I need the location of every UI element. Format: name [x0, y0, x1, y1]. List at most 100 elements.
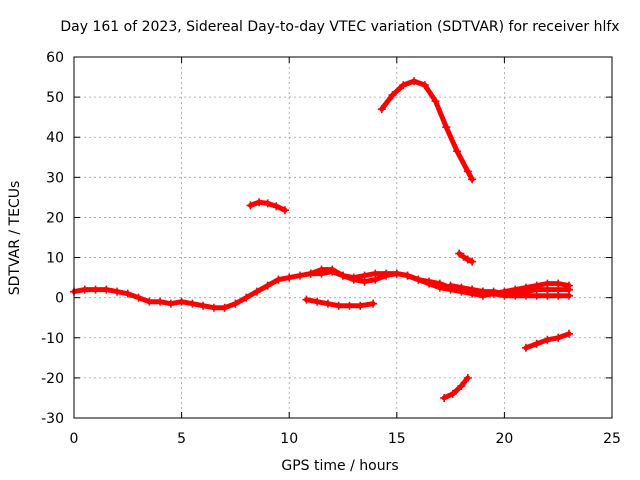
data-point	[442, 123, 451, 132]
data-point	[80, 285, 89, 294]
data-point	[177, 297, 186, 306]
data-point	[468, 257, 477, 266]
data-point	[532, 281, 541, 290]
series-segment-6	[379, 78, 475, 182]
data-point	[220, 303, 229, 312]
data-point	[371, 275, 380, 284]
data-point	[431, 97, 440, 106]
data-point	[459, 252, 468, 261]
series-line	[379, 78, 475, 182]
data-point	[102, 285, 111, 294]
y-tick-label: -10	[41, 331, 64, 347]
data-point	[334, 301, 343, 310]
data-point	[113, 287, 122, 296]
data-point	[478, 287, 487, 296]
data-point	[156, 297, 165, 306]
axis-ticks: 0 5 10 15 20 25 -30 -20 -10 0 10 20 30 40 50 60	[41, 50, 621, 447]
y-tick-label: 60	[46, 50, 64, 66]
data-point	[349, 275, 358, 284]
data-point	[554, 279, 563, 288]
data-point	[317, 265, 326, 274]
data-point	[242, 293, 251, 302]
data-point	[377, 105, 386, 114]
data-point	[323, 299, 332, 308]
data-point	[455, 249, 464, 258]
data-point	[457, 381, 466, 390]
data-point	[123, 289, 132, 298]
series-segment-7	[456, 251, 475, 265]
data-point	[543, 291, 552, 300]
y-tick-label: 50	[46, 90, 64, 106]
data-point	[246, 201, 255, 210]
data-point	[388, 91, 397, 100]
x-tick-label: 20	[495, 431, 513, 447]
data-point	[564, 291, 573, 300]
data-point	[209, 303, 218, 312]
data-point	[306, 269, 315, 278]
data-point	[199, 301, 208, 310]
data-point	[295, 271, 304, 280]
data-point	[532, 339, 541, 348]
data-point	[369, 299, 378, 308]
x-tick-label: 15	[388, 431, 406, 447]
x-tick-label: 0	[70, 431, 79, 447]
data-point	[280, 206, 289, 215]
data-point	[263, 281, 272, 290]
y-axis-title: SDTVAR / TECUs	[7, 181, 23, 296]
grid-lines	[74, 57, 612, 418]
x-axis-title: GPS time / hours	[281, 458, 398, 474]
x-tick-label: 25	[603, 431, 621, 447]
data-point	[435, 283, 444, 292]
data-point	[410, 77, 419, 86]
data-point	[263, 199, 272, 208]
data-point	[448, 389, 457, 398]
data-point	[166, 299, 175, 308]
data-point	[382, 271, 391, 280]
data-point	[453, 147, 462, 156]
series-line	[456, 251, 475, 265]
data-point	[511, 291, 520, 300]
data-point	[463, 255, 472, 264]
data-point	[302, 295, 311, 304]
data-point	[252, 287, 261, 296]
data-point	[554, 333, 563, 342]
y-tick-label: 40	[46, 130, 64, 146]
y-tick-label: -30	[41, 411, 64, 427]
series-segment-8	[441, 375, 471, 401]
data-point	[403, 271, 412, 280]
data-point	[457, 283, 466, 292]
data-point	[134, 293, 143, 302]
data-point	[188, 299, 197, 308]
data-point	[392, 269, 401, 278]
data-point	[468, 285, 477, 294]
y-tick-label: -20	[41, 371, 64, 387]
data-point	[521, 283, 530, 292]
x-tick-label: 5	[177, 431, 186, 447]
data-point	[543, 335, 552, 344]
data-point	[521, 291, 530, 300]
data-point	[285, 273, 294, 282]
data-point	[564, 329, 573, 338]
data-point	[414, 275, 423, 284]
data-point	[313, 297, 322, 306]
data-point	[328, 265, 337, 274]
data-point	[521, 343, 530, 352]
data-point	[255, 198, 264, 207]
data-point	[274, 275, 283, 284]
data-point	[420, 81, 429, 90]
data-point	[554, 291, 563, 300]
data-point	[489, 289, 498, 298]
data-point	[345, 301, 354, 310]
x-tick-label: 10	[280, 431, 298, 447]
data-point	[532, 291, 541, 300]
plot-frame	[73, 56, 613, 419]
data-point	[446, 281, 455, 290]
data-point	[399, 81, 408, 90]
data-point	[425, 279, 434, 288]
data-point	[339, 271, 347, 280]
data-point	[145, 297, 154, 306]
data-point	[468, 175, 477, 184]
data-point	[463, 167, 472, 176]
data-point	[91, 285, 100, 294]
y-tick-label: 20	[46, 210, 64, 226]
